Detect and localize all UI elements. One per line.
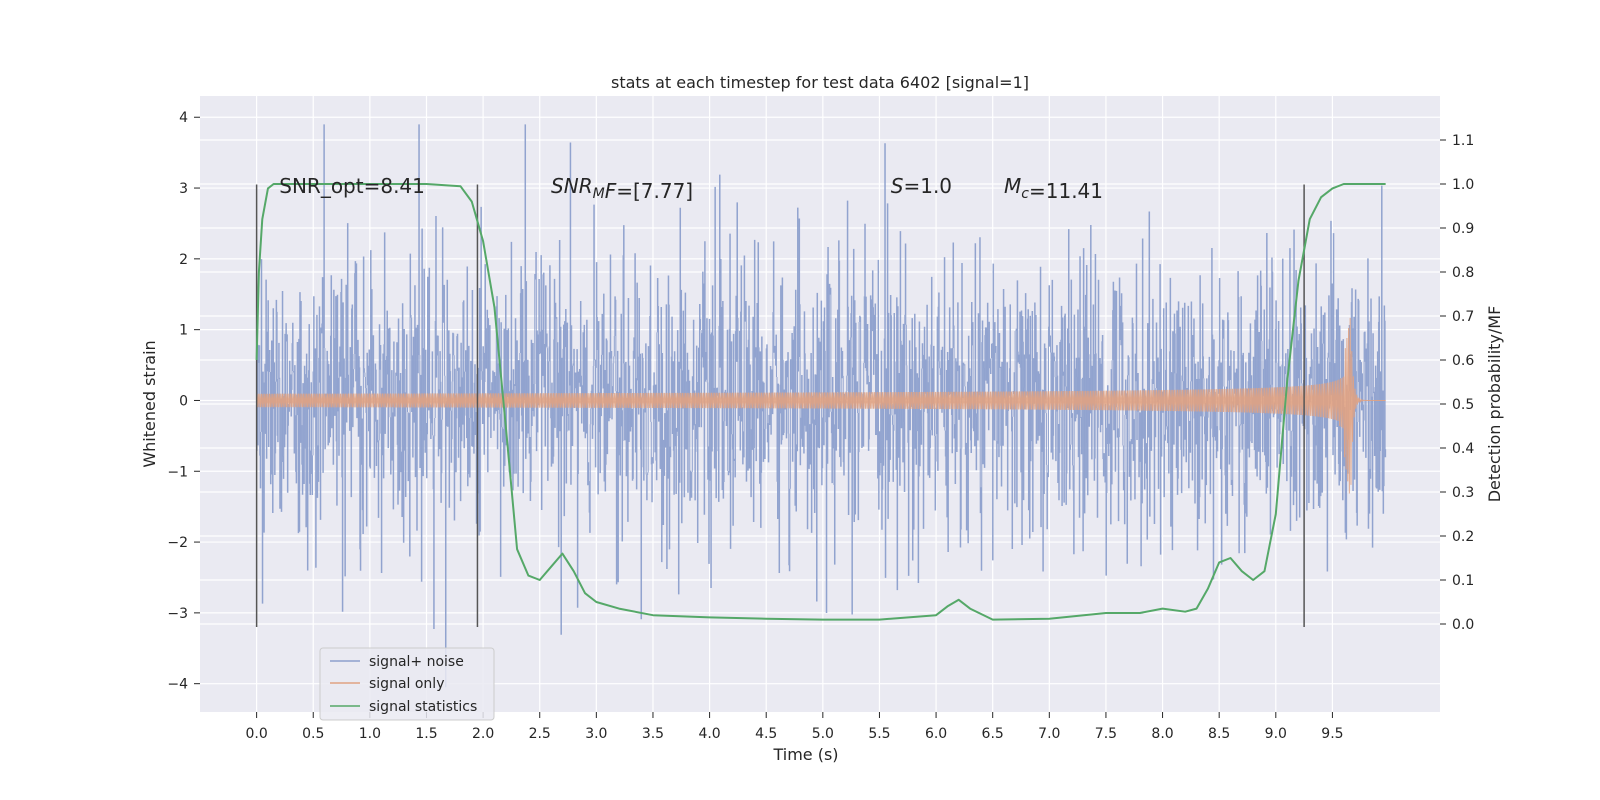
y-left-tick-label: −1 <box>167 464 188 480</box>
y-right-tick-label: 0.3 <box>1452 485 1474 501</box>
chart-title: stats at each timestep for test data 640… <box>611 73 1029 92</box>
y-left-tick-label: 0 <box>179 393 188 409</box>
signal-only-series <box>256 317 1386 494</box>
x-axis-label: Time (s) <box>772 745 838 764</box>
x-axis-ticks: 0.0 0.5 1.0 1.5 2.0 2.5 3.0 3.5 4.0 4.5 5.0 5.5 6.0 6… <box>245 712 1344 742</box>
x-tick-label: 9.5 <box>1321 726 1343 742</box>
y-left-axis-label: Whitened strain <box>140 340 159 467</box>
x-tick-label: 8.0 <box>1151 726 1173 742</box>
x-tick-label: 4.5 <box>755 726 777 742</box>
annotation-snr-mf: SNRMF=[7.77] <box>551 174 693 203</box>
signal-statistics-line <box>255 183 1386 621</box>
annotation-mc: Mc=11.41 <box>1004 174 1103 203</box>
x-tick-label: 1.5 <box>415 726 437 742</box>
x-tick-label: 8.5 <box>1208 726 1230 742</box>
legend: signal+ noise signal only signal statist… <box>319 647 495 721</box>
x-tick-label: 0.0 <box>245 726 267 742</box>
y-right-tick-label: 0.9 <box>1452 221 1474 237</box>
x-tick-label: 5.0 <box>812 726 834 742</box>
x-tick-label: 4.0 <box>698 726 720 742</box>
y-left-tick-label: 1 <box>179 323 188 339</box>
y-right-tick-label: 0.5 <box>1452 397 1474 413</box>
y-left-tick-label: −2 <box>167 535 188 551</box>
x-tick-label: 0.5 <box>302 726 324 742</box>
y-left-tick-label: 4 <box>179 110 188 126</box>
x-tick-label: 7.5 <box>1095 726 1117 742</box>
vertical-lines <box>255 184 1305 628</box>
x-tick-label: 1.0 <box>359 726 381 742</box>
x-tick-label: 6.0 <box>925 726 947 742</box>
y-right-tick-label: 0.6 <box>1452 353 1474 369</box>
legend-label-signal-only: signal only <box>369 676 444 692</box>
y-left-tick-label: 3 <box>179 181 188 197</box>
y-right-tick-label: 0.2 <box>1452 529 1474 545</box>
annotation-s: S=1.0 <box>891 174 952 198</box>
x-tick-label: 3.0 <box>585 726 607 742</box>
legend-box <box>319 647 495 721</box>
legend-label-signal-noise: signal+ noise <box>369 654 464 670</box>
x-tick-label: 2.5 <box>529 726 551 742</box>
y-right-tick-label: 0.4 <box>1452 441 1474 457</box>
x-tick-label: 6.5 <box>982 726 1004 742</box>
legend-label-signal-statistics: signal statistics <box>369 699 477 715</box>
y-right-tick-label: 0.7 <box>1452 309 1474 325</box>
annotation-snr-opt: SNR_opt=8.41 <box>279 174 425 198</box>
y-right-tick-label: 0.8 <box>1452 265 1474 281</box>
x-tick-label: 3.5 <box>642 726 664 742</box>
y-left-tick-label: 2 <box>179 252 188 268</box>
y-right-axis-ticks: 0.0 0.1 0.2 0.3 0.4 0.5 0.6 0.7 0.8 0.9 1.0 1.1 <box>1440 133 1474 633</box>
x-tick-label: 7.0 <box>1038 726 1060 742</box>
x-tick-label: 9.0 <box>1265 726 1287 742</box>
y-right-tick-label: 1.0 <box>1452 177 1474 193</box>
y-right-tick-label: 1.1 <box>1452 133 1474 149</box>
y-right-axis-label: Detection probability/MF <box>1485 306 1504 503</box>
signal-statistics-series <box>255 183 1386 621</box>
y-left-axis-ticks: −4 −3 −2 −1 0 1 2 3 4 <box>167 110 200 693</box>
annotations: SNR_opt=8.41 SNRMF=[7.77] S=1.0 Mc=11.41 <box>279 174 1103 203</box>
x-tick-label: 5.5 <box>868 726 890 742</box>
x-tick-label: 2.0 <box>472 726 494 742</box>
y-right-tick-label: 0.1 <box>1452 573 1474 589</box>
signal-only-line <box>256 317 1386 494</box>
y-left-tick-label: −3 <box>167 606 188 622</box>
y-left-tick-label: −4 <box>167 677 188 693</box>
y-right-tick-label: 0.0 <box>1452 617 1474 633</box>
